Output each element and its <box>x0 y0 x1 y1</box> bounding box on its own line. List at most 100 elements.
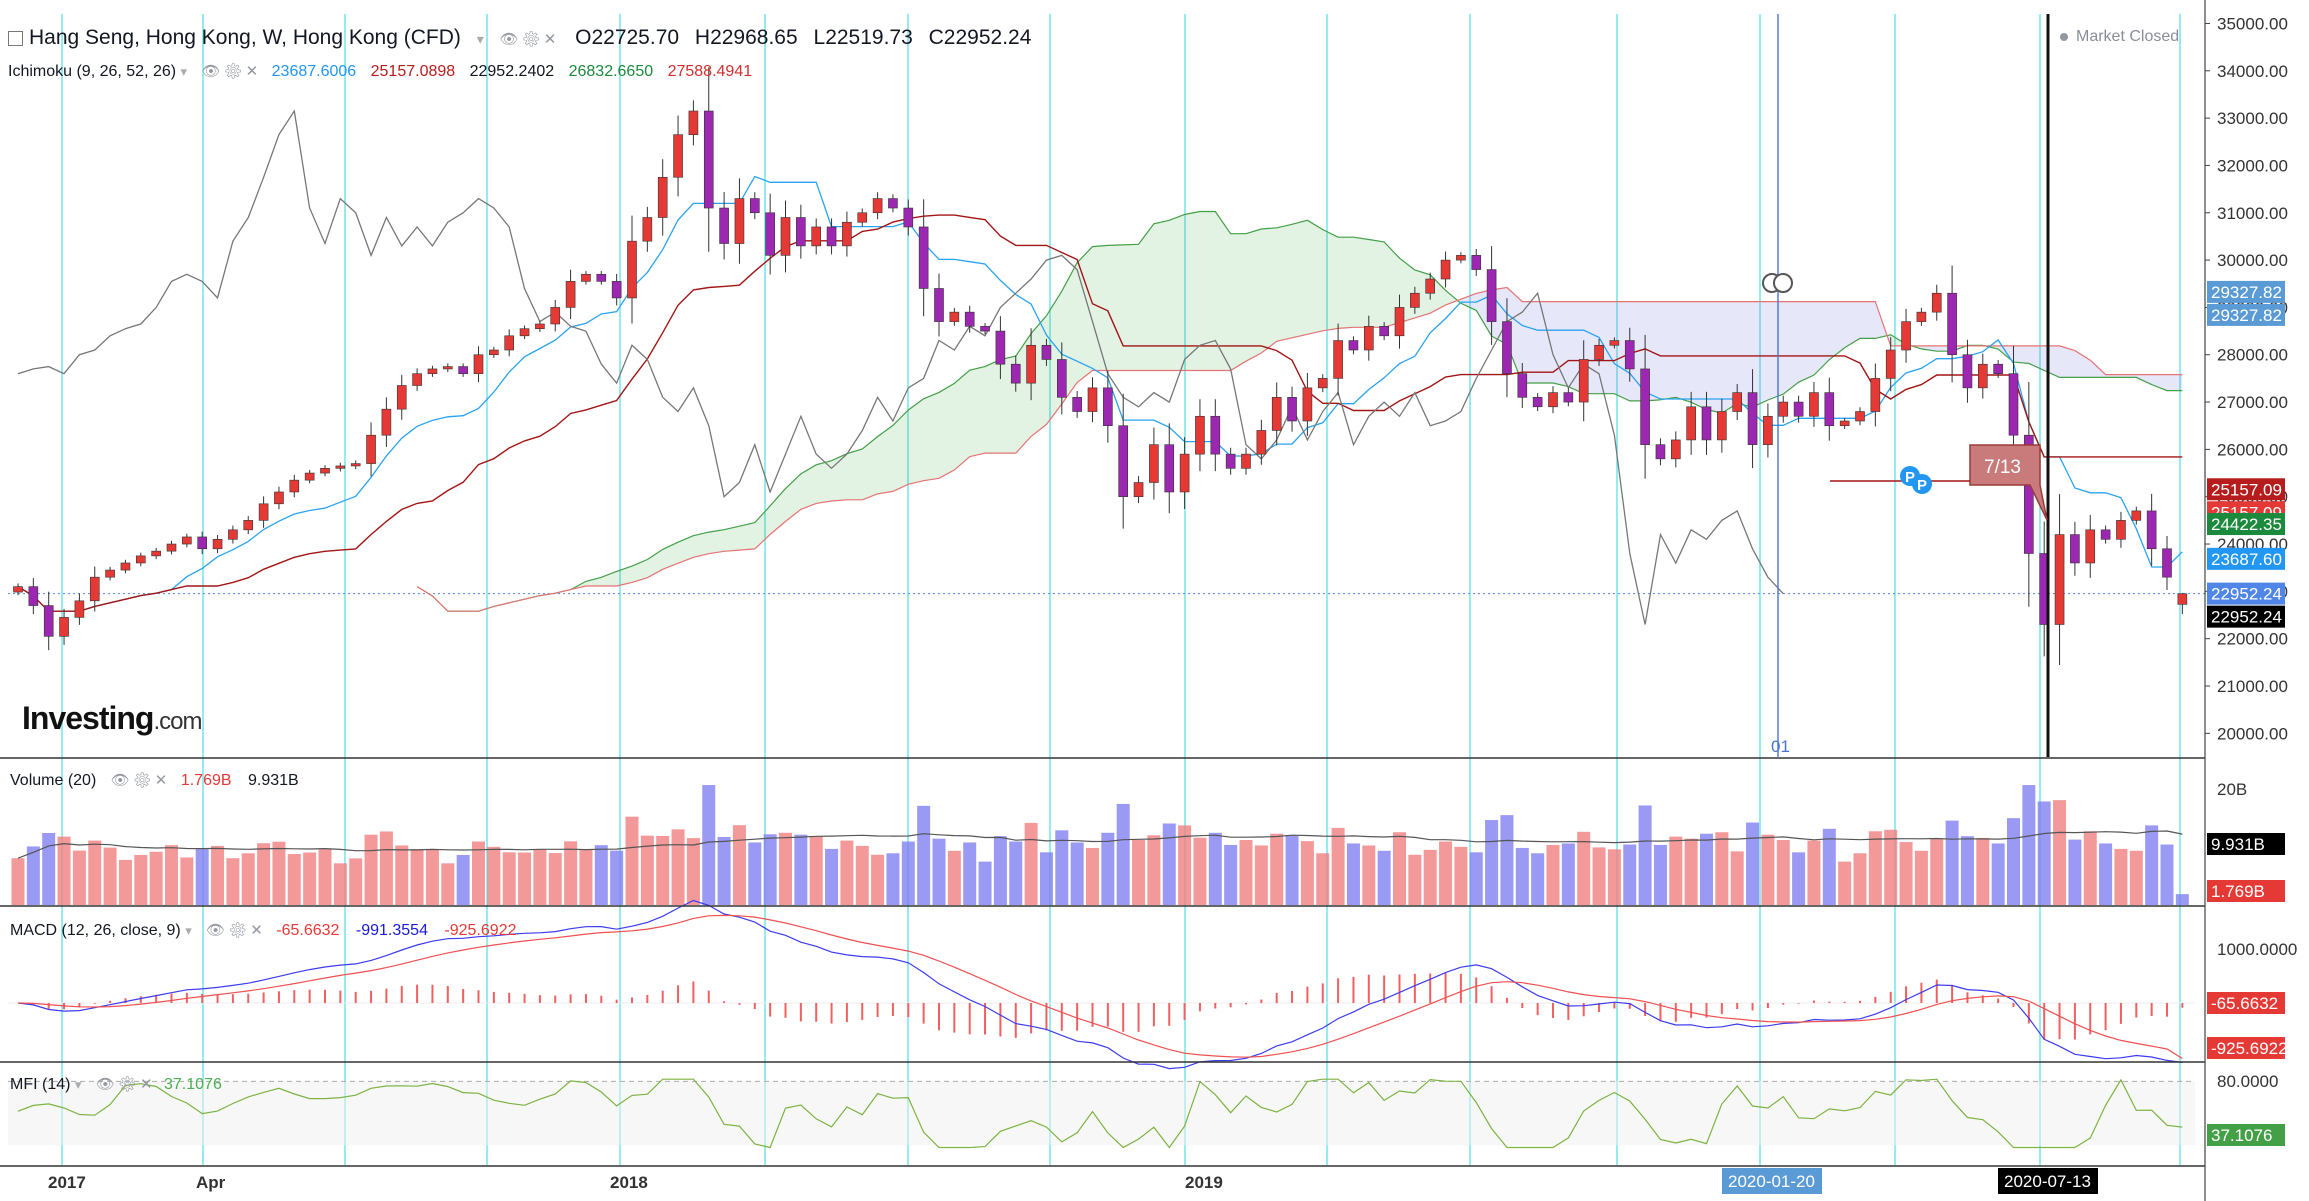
candle[interactable] <box>1502 298 1512 398</box>
candle[interactable] <box>780 200 791 273</box>
candle[interactable] <box>1149 427 1159 500</box>
candle[interactable] <box>1824 377 1835 441</box>
candle[interactable] <box>1609 337 1620 349</box>
candle[interactable] <box>2131 506 2142 525</box>
settings-caret-icon[interactable]: ▾ <box>476 31 484 47</box>
time-axis[interactable]: 2017 Apr 2018 2019 2020-01-20 2020-07-13 <box>48 1168 2098 1194</box>
candle[interactable] <box>74 593 85 625</box>
indicator-buttons[interactable]: 👁⚙✕ <box>110 772 171 789</box>
candle[interactable] <box>1302 372 1313 436</box>
candle[interactable] <box>934 273 944 337</box>
price-badge[interactable]: 29327.82 <box>2207 303 2285 326</box>
candle[interactable] <box>1931 284 1942 321</box>
candle[interactable] <box>627 215 637 324</box>
price-badge[interactable]: 22952.24 <box>2207 605 2285 628</box>
candle[interactable] <box>289 474 300 498</box>
candle[interactable] <box>1179 437 1190 510</box>
candle[interactable] <box>734 178 745 264</box>
macd-label[interactable]: MACD (12, 26, close, 9) <box>10 922 181 939</box>
candle[interactable] <box>412 368 422 391</box>
indicator-buttons[interactable]: 👁⚙✕ <box>206 922 266 939</box>
candle[interactable] <box>2070 521 2080 576</box>
candle[interactable] <box>320 465 330 477</box>
candle[interactable] <box>1195 399 1205 472</box>
candle[interactable] <box>719 192 729 260</box>
candle[interactable] <box>1655 438 1666 466</box>
candle[interactable] <box>212 535 223 554</box>
price-axis[interactable]: 35000.00 34000.00 33000.00 32000.00 31000.00… <box>2205 14 2297 1146</box>
candle[interactable] <box>903 199 914 236</box>
candle[interactable] <box>381 397 392 447</box>
candle[interactable] <box>1379 322 1389 341</box>
candle[interactable] <box>1717 398 1727 453</box>
candle[interactable] <box>1087 377 1098 423</box>
candle[interactable] <box>565 269 576 320</box>
candle[interactable] <box>166 540 177 555</box>
price-badge[interactable]: 24422.35 <box>2207 513 2285 536</box>
candle[interactable] <box>1317 374 1328 393</box>
candle[interactable] <box>120 559 131 574</box>
candle[interactable] <box>1057 342 1067 415</box>
candle[interactable] <box>642 206 653 252</box>
candle[interactable] <box>1947 265 1957 383</box>
candle[interactable] <box>657 159 668 236</box>
candle[interactable] <box>1778 395 1789 423</box>
collapse-toggle-icon[interactable] <box>8 30 23 46</box>
candle[interactable] <box>1885 337 1896 392</box>
price-badge[interactable]: 22952.24 <box>2207 582 2285 605</box>
candle[interactable] <box>13 583 23 596</box>
candle[interactable] <box>872 192 883 220</box>
candle[interactable] <box>964 305 975 333</box>
candle[interactable] <box>2008 345 2019 463</box>
candle[interactable] <box>1456 252 1466 264</box>
candle[interactable] <box>1471 248 1482 276</box>
candle[interactable] <box>826 218 837 255</box>
candle[interactable] <box>105 566 115 581</box>
mfi-pane[interactable] <box>8 1078 2195 1149</box>
candle[interactable] <box>857 208 868 227</box>
price-candles[interactable] <box>13 67 2188 665</box>
candle[interactable] <box>673 115 683 197</box>
candle[interactable] <box>1855 407 1865 426</box>
candle[interactable] <box>458 363 468 377</box>
candle[interactable] <box>89 566 100 612</box>
candle[interactable] <box>1517 363 1528 408</box>
candle[interactable] <box>1763 403 1773 458</box>
candle[interactable] <box>1624 327 1635 382</box>
candle[interactable] <box>2085 514 2096 578</box>
ichimoku-label[interactable]: Ichimoku (9, 26, 52, 26) <box>8 63 177 80</box>
candle[interactable] <box>1978 353 1988 399</box>
indicator-buttons[interactable]: 👁⚙✕ <box>95 1076 156 1093</box>
candle[interactable] <box>258 496 269 528</box>
settings-caret-icon[interactable]: ▾ <box>180 64 188 79</box>
candle[interactable] <box>1870 363 1881 427</box>
candle[interactable] <box>1072 390 1082 418</box>
candle[interactable] <box>1164 423 1175 514</box>
candle[interactable] <box>59 608 69 645</box>
candle[interactable] <box>489 346 499 358</box>
candle[interactable] <box>197 531 207 555</box>
candle[interactable] <box>335 462 346 472</box>
candle[interactable] <box>1640 334 1650 479</box>
candle[interactable] <box>274 486 284 510</box>
candle[interactable] <box>1594 338 1604 366</box>
candle[interactable] <box>842 211 852 257</box>
candle[interactable] <box>1916 307 1927 326</box>
candle[interactable] <box>2177 592 2188 615</box>
candle[interactable] <box>1486 246 1497 346</box>
candle[interactable] <box>1732 384 1742 421</box>
candle[interactable] <box>2146 493 2157 566</box>
candle[interactable] <box>1210 399 1221 472</box>
candle[interactable] <box>28 578 39 615</box>
candle[interactable] <box>1686 391 1696 455</box>
price-badge[interactable]: 23687.60 <box>2207 547 2285 570</box>
candle[interactable] <box>1793 395 1804 423</box>
candle[interactable] <box>2100 525 2111 544</box>
candle[interactable] <box>1809 381 1819 427</box>
candle[interactable] <box>151 547 161 560</box>
candle[interactable] <box>366 422 376 477</box>
candle[interactable] <box>427 365 438 377</box>
candle[interactable] <box>182 533 192 548</box>
candle[interactable] <box>1839 417 1850 429</box>
